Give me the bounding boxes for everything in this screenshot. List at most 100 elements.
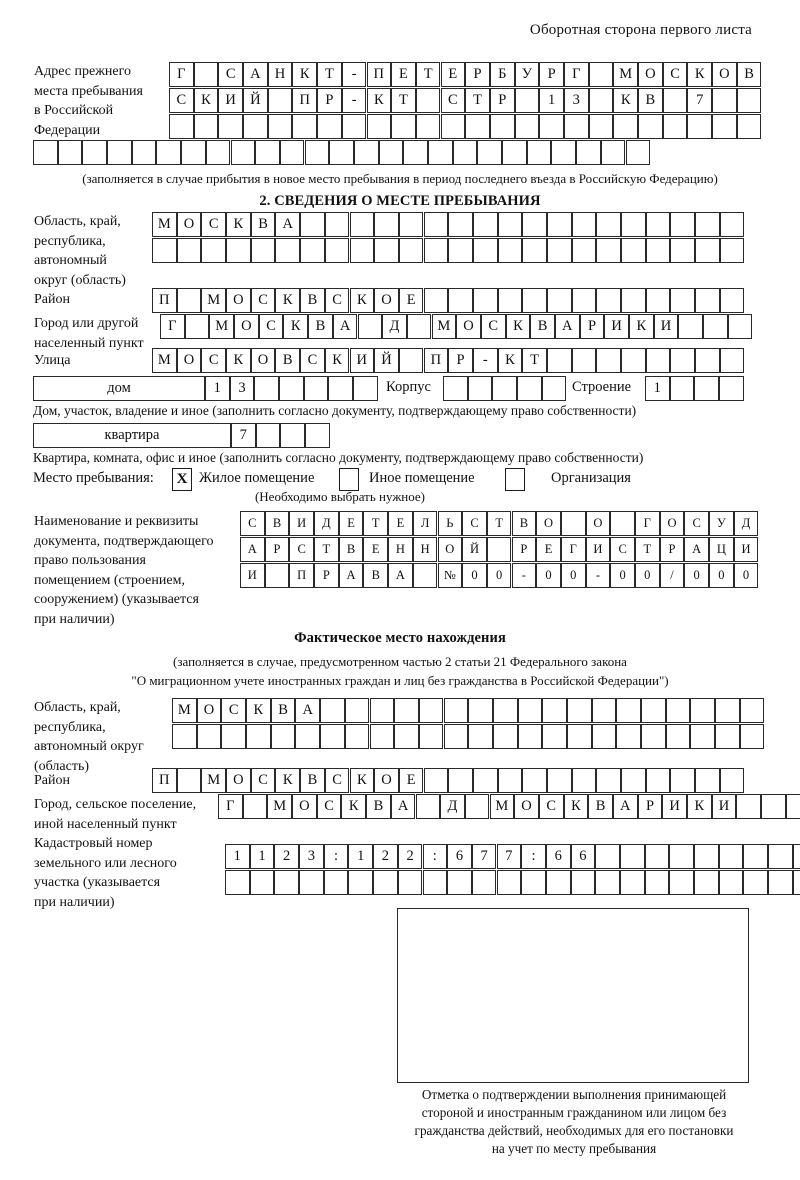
char-cell[interactable]	[255, 140, 280, 165]
char-cell[interactable]	[156, 140, 182, 165]
char-cell[interactable]	[694, 844, 719, 869]
char-cell[interactable]	[792, 870, 800, 895]
char-cell[interactable]	[226, 238, 251, 263]
char-cell[interactable]: Т	[465, 88, 490, 113]
char-cell[interactable]	[687, 114, 713, 139]
char-cell[interactable]	[398, 238, 424, 263]
char-cell[interactable]	[719, 376, 744, 401]
char-cell[interactable]	[172, 724, 197, 749]
char-cell[interactable]	[201, 238, 226, 263]
char-cell[interactable]: -	[585, 563, 611, 588]
char-cell[interactable]: О	[196, 698, 222, 723]
char-cell[interactable]	[526, 140, 552, 165]
char-cell[interactable]: Т	[415, 62, 441, 87]
char-cell[interactable]	[300, 212, 325, 237]
char-cell[interactable]: 1	[348, 844, 374, 869]
char-cell[interactable]	[394, 724, 419, 749]
char-cell[interactable]	[621, 768, 646, 793]
char-cell[interactable]	[472, 238, 498, 263]
char-cell[interactable]	[610, 511, 635, 536]
char-cell[interactable]	[423, 212, 449, 237]
char-cell[interactable]	[517, 376, 542, 401]
char-cell[interactable]: К	[193, 88, 219, 113]
char-cell[interactable]	[369, 724, 395, 749]
char-cell[interactable]: М	[267, 794, 292, 819]
char-cell[interactable]	[303, 376, 329, 401]
char-cell[interactable]: 3	[299, 844, 324, 869]
char-cell[interactable]: Л	[412, 511, 438, 536]
char-cell[interactable]	[448, 238, 473, 263]
char-cell[interactable]	[715, 698, 740, 723]
char-cell[interactable]: С	[610, 537, 635, 562]
char-cell[interactable]: А	[275, 212, 301, 237]
char-cell[interactable]	[625, 140, 651, 165]
char-cell[interactable]: К	[687, 62, 713, 87]
char-cell[interactable]: С	[258, 314, 284, 339]
char-cell[interactable]: Й	[374, 348, 399, 373]
char-cell[interactable]	[349, 238, 375, 263]
char-cell[interactable]	[305, 423, 330, 448]
char-cell[interactable]: В	[588, 794, 613, 819]
char-cell[interactable]: 7	[231, 423, 256, 448]
char-cell[interactable]	[545, 870, 571, 895]
char-cell[interactable]	[694, 870, 719, 895]
char-cell[interactable]: А	[338, 563, 364, 588]
char-cell[interactable]: А	[555, 314, 580, 339]
char-cell[interactable]: П	[292, 88, 318, 113]
char-cell[interactable]	[447, 870, 472, 895]
char-cell[interactable]: А	[240, 537, 265, 562]
char-cell[interactable]	[107, 140, 132, 165]
char-cell[interactable]: В	[264, 511, 290, 536]
char-cell[interactable]: К	[366, 88, 392, 113]
char-cell[interactable]	[739, 724, 765, 749]
char-cell[interactable]: И	[585, 537, 611, 562]
char-cell[interactable]	[489, 114, 515, 139]
char-cell[interactable]: 3	[564, 88, 589, 113]
char-cell[interactable]	[472, 768, 498, 793]
char-cell[interactable]	[564, 114, 589, 139]
char-cell[interactable]	[768, 870, 793, 895]
char-cell[interactable]	[695, 212, 720, 237]
char-cell[interactable]	[595, 870, 620, 895]
char-cell[interactable]	[571, 212, 597, 237]
cadastral-row-2[interactable]	[225, 870, 800, 895]
char-cell[interactable]: С	[201, 348, 226, 373]
char-cell[interactable]	[591, 698, 617, 723]
char-cell[interactable]	[588, 114, 614, 139]
char-cell[interactable]: 2	[397, 844, 423, 869]
char-cell[interactable]	[270, 724, 296, 749]
char-cell[interactable]: А	[684, 537, 709, 562]
char-cell[interactable]: :	[521, 844, 546, 869]
char-cell[interactable]: Р	[539, 62, 564, 87]
char-cell[interactable]	[522, 288, 547, 313]
char-cell[interactable]	[690, 724, 716, 749]
char-cell[interactable]	[279, 376, 304, 401]
char-cell[interactable]	[591, 724, 617, 749]
char-cell[interactable]: Г	[160, 314, 185, 339]
char-cell[interactable]: Ц	[709, 537, 734, 562]
char-cell[interactable]: К	[497, 348, 523, 373]
char-cell[interactable]: А	[332, 314, 358, 339]
char-cell[interactable]: К	[687, 794, 712, 819]
char-cell[interactable]: К	[505, 314, 531, 339]
char-cell[interactable]	[669, 376, 695, 401]
char-cell[interactable]	[669, 844, 694, 869]
char-cell[interactable]	[274, 870, 299, 895]
char-cell[interactable]: 1	[645, 376, 670, 401]
char-cell[interactable]: О	[176, 212, 202, 237]
char-cell[interactable]: С	[662, 62, 688, 87]
char-cell[interactable]	[743, 870, 769, 895]
char-cell[interactable]: Т	[363, 511, 389, 536]
char-cell[interactable]: В	[300, 768, 325, 793]
char-cell[interactable]: К	[563, 794, 589, 819]
char-cell[interactable]: Р	[448, 348, 473, 373]
char-cell[interactable]: С	[462, 511, 487, 536]
char-cell[interactable]	[596, 348, 621, 373]
char-cell[interactable]	[448, 212, 473, 237]
char-cell[interactable]	[596, 238, 621, 263]
char-cell[interactable]: К	[292, 62, 318, 87]
char-cell[interactable]	[221, 724, 246, 749]
char-cell[interactable]: О	[585, 511, 611, 536]
char-cell[interactable]: П	[152, 768, 177, 793]
